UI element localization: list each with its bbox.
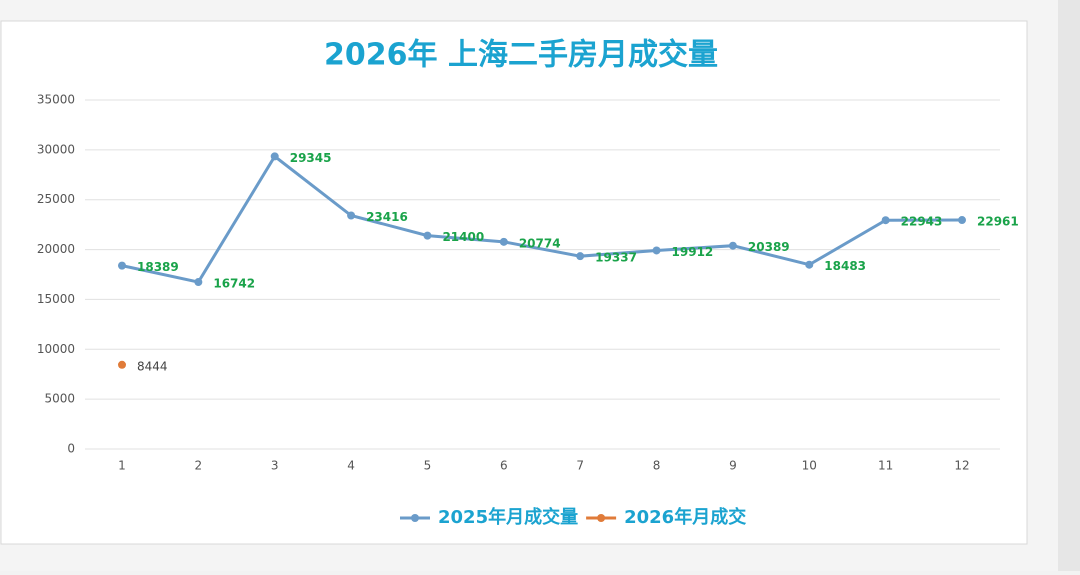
- x-tick-label: 2: [195, 459, 203, 473]
- data-label: 19337: [595, 251, 637, 265]
- series-line: [121, 154, 963, 284]
- x-tick-label: 9: [729, 459, 737, 473]
- data-point: [728, 241, 737, 250]
- legend-label: 2025年月成交量: [438, 506, 578, 528]
- data-point: [118, 261, 126, 270]
- x-tick-label: 6: [500, 459, 508, 473]
- chart-card: [0, 20, 1028, 545]
- data-label: 20774: [519, 236, 561, 250]
- data-point: [805, 260, 814, 269]
- data-point: [958, 216, 966, 225]
- data-label: 22961: [977, 215, 1019, 229]
- data-point: [576, 252, 585, 261]
- x-tick-label: 1: [118, 459, 126, 473]
- data-label: 29345: [290, 151, 332, 165]
- x-tick-label: 4: [347, 459, 355, 473]
- x-tick-label: 11: [878, 459, 893, 473]
- data-point: [652, 246, 661, 255]
- chart-title: 2026年 上海二手房月成交量: [324, 38, 718, 73]
- data-label: 20389: [748, 240, 790, 254]
- legend-label: 2026年月成交: [624, 506, 746, 528]
- data-point: [194, 278, 203, 287]
- x-tick-label: 10: [802, 459, 817, 473]
- data-point: [499, 237, 508, 246]
- legend-marker: [411, 514, 419, 522]
- data-point: [423, 231, 432, 240]
- side-strip: [1058, 0, 1080, 571]
- data-label: 23416: [366, 210, 408, 224]
- y-tick-label: 10000: [37, 342, 75, 356]
- legend-marker: [597, 514, 606, 522]
- data-point: [270, 152, 279, 161]
- y-tick-label: 20000: [37, 242, 75, 256]
- y-tick-label: 0: [67, 442, 75, 456]
- x-tick-label: 3: [271, 459, 279, 473]
- x-tick-label: 12: [954, 459, 969, 473]
- y-tick-label: 15000: [37, 292, 75, 306]
- x-tick-label: 5: [424, 459, 432, 473]
- x-tick-label: 7: [576, 459, 584, 473]
- x-tick-label: 8: [653, 459, 661, 473]
- data-point: [347, 211, 356, 220]
- data-point: [881, 216, 890, 225]
- y-tick-label: 30000: [37, 142, 75, 156]
- data-label: 22943: [901, 215, 943, 229]
- data-label: 16742: [213, 277, 255, 291]
- y-tick-label: 25000: [37, 192, 75, 206]
- data-point: [118, 360, 126, 369]
- data-label: 19912: [672, 245, 714, 259]
- data-label: 21400: [442, 230, 484, 244]
- y-tick-label: 5000: [44, 392, 75, 406]
- data-label: 18389: [137, 260, 179, 274]
- data-label: 18483: [824, 259, 866, 273]
- y-tick-label: 35000: [37, 93, 75, 107]
- data-label: 8444: [137, 359, 168, 373]
